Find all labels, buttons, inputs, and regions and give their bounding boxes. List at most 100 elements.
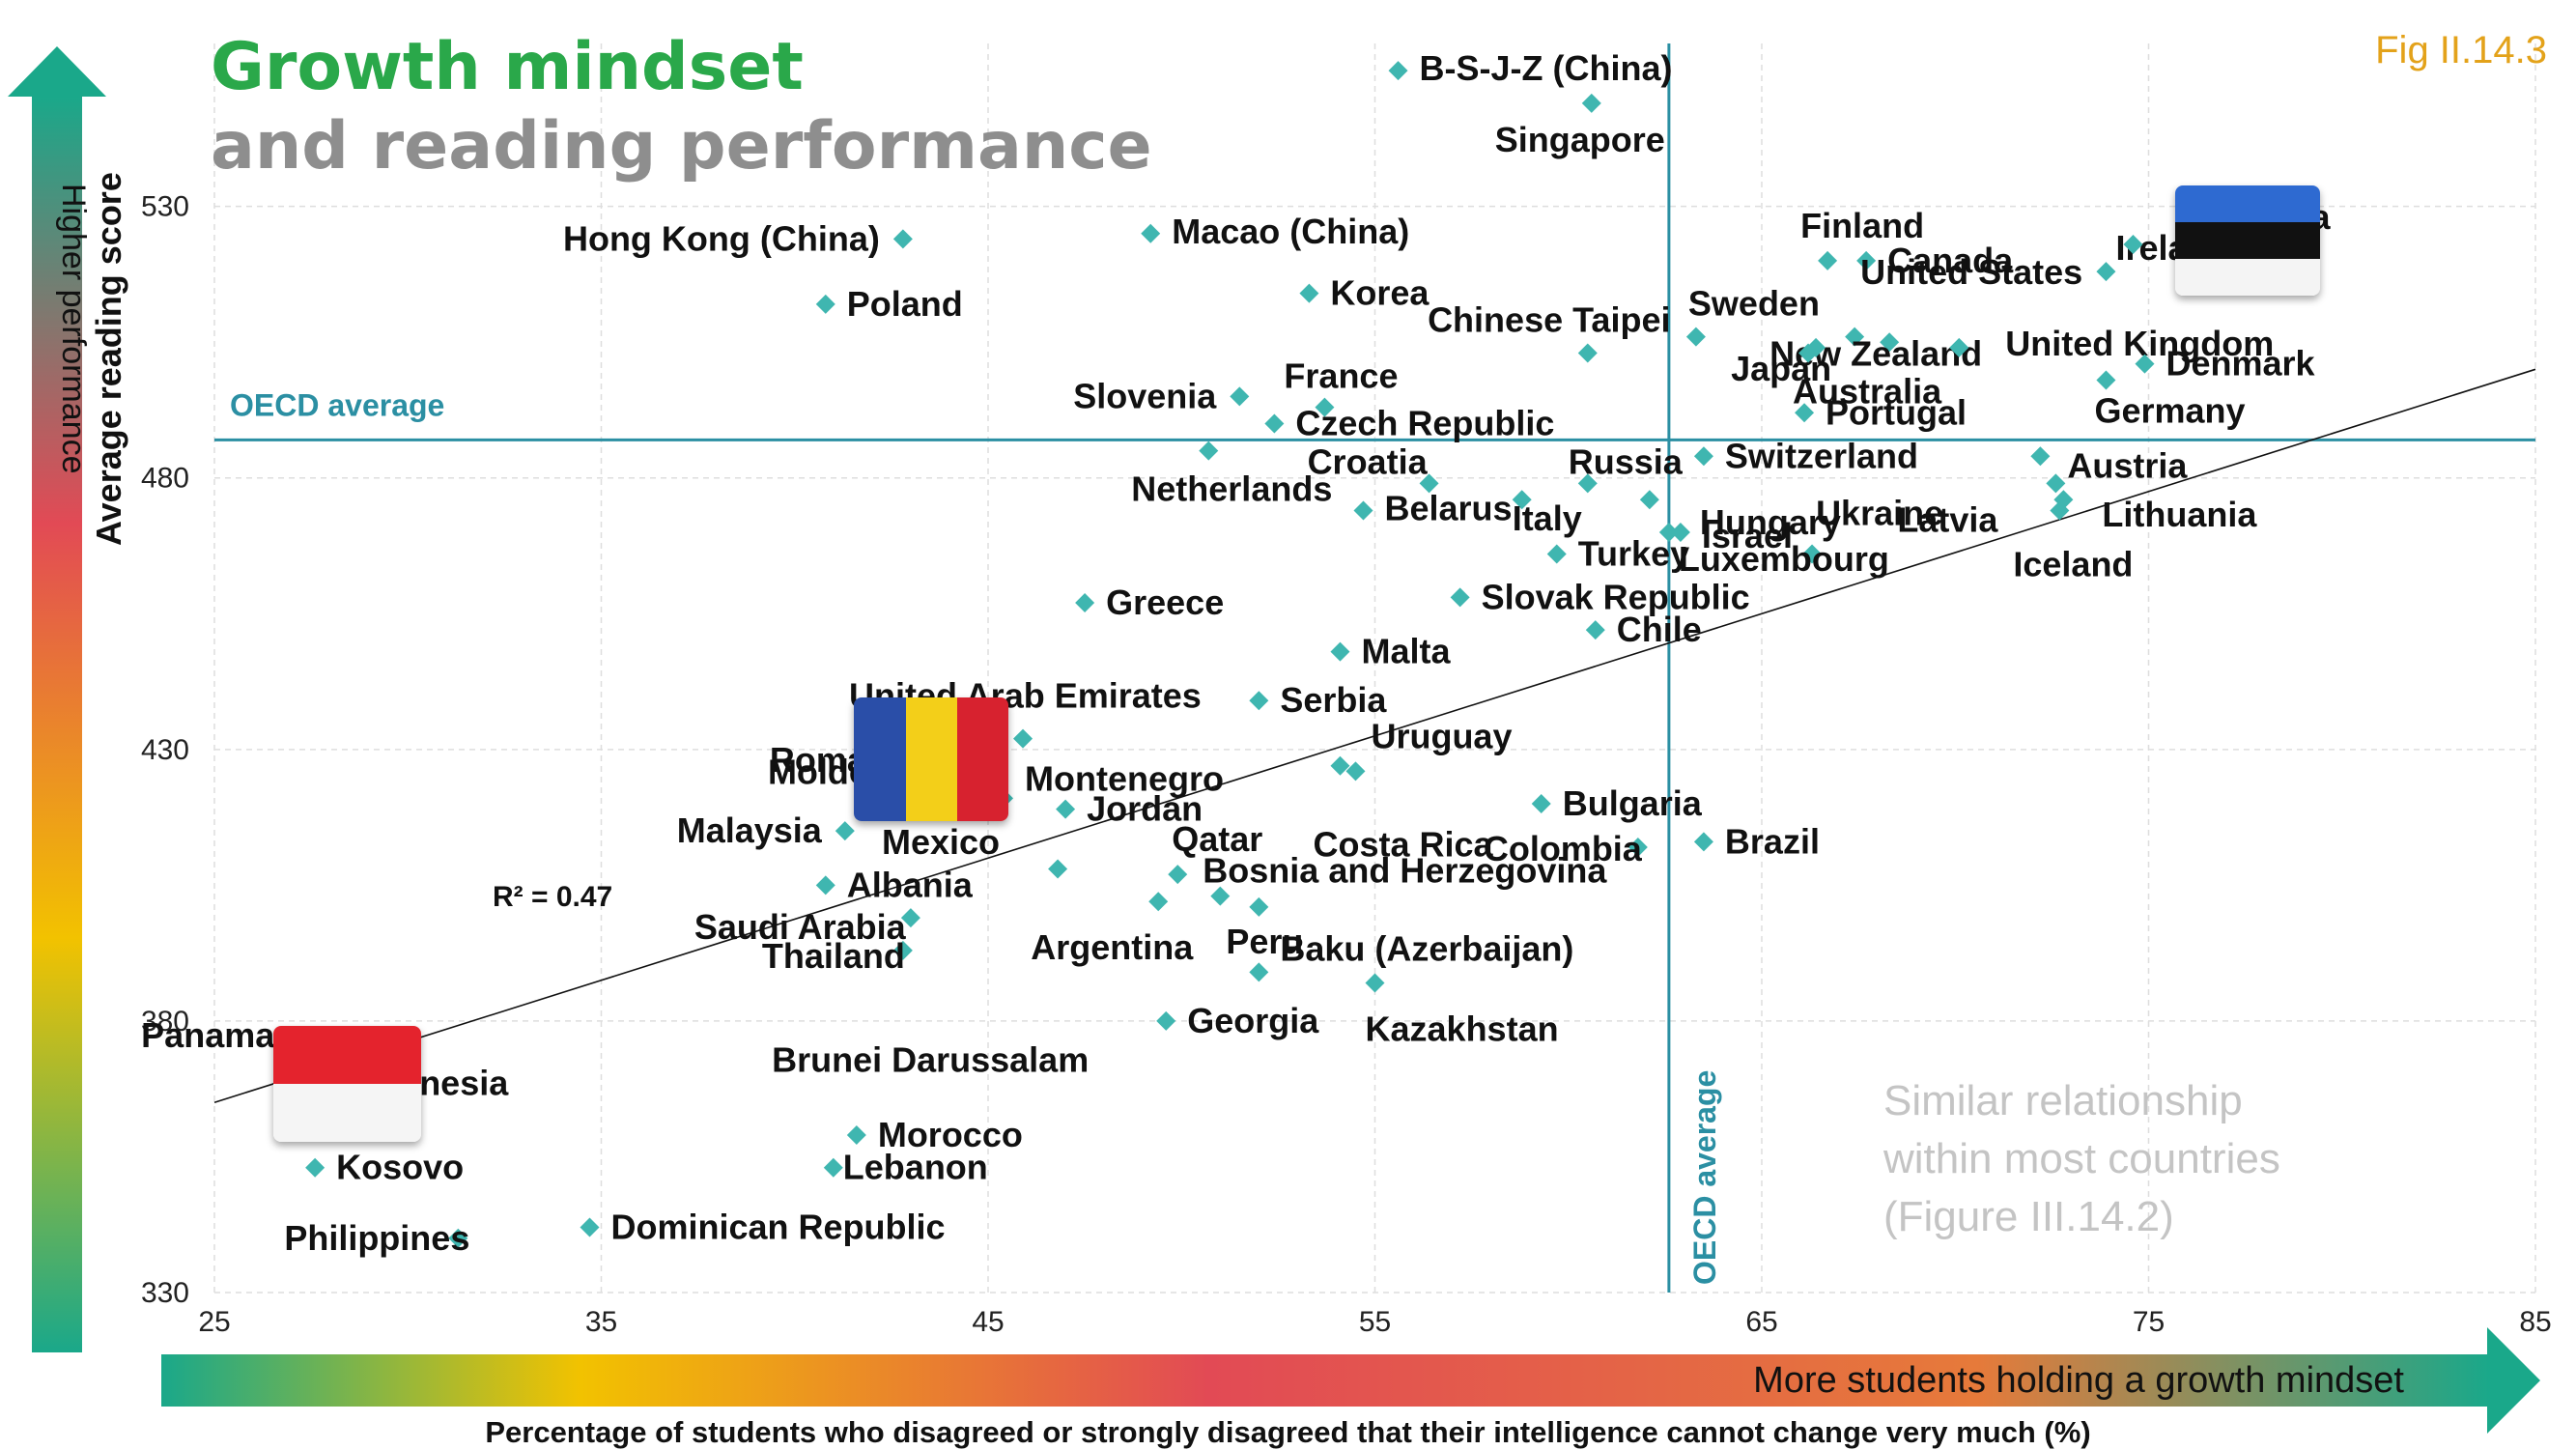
data-point: Philippines	[284, 1218, 469, 1258]
point-marker	[1798, 343, 1819, 363]
point-marker	[2050, 500, 2070, 521]
point-label: Malta	[1361, 632, 1451, 671]
point-label: France	[1284, 356, 1398, 396]
data-point: Macao (China)	[1141, 212, 1409, 251]
point-label: Lebanon	[843, 1148, 988, 1187]
point-label: Argentina	[1031, 927, 1194, 967]
data-point: Greece	[1075, 583, 1224, 622]
point-marker	[1585, 620, 1605, 640]
data-point: Morocco	[846, 1115, 1023, 1154]
point-marker	[1818, 250, 1838, 270]
point-label: Jordan	[1087, 789, 1203, 829]
point-marker	[1330, 641, 1350, 662]
point-marker	[305, 1157, 326, 1178]
point-marker	[815, 875, 835, 896]
data-point: Ukraine	[1802, 493, 1943, 564]
note-line: Similar relationship	[1883, 1077, 2243, 1124]
point-label: Singapore	[1495, 120, 1665, 159]
point-marker	[1210, 886, 1231, 906]
y-tick-label: 330	[141, 1277, 189, 1309]
point-label: Baku (Azerbaijan)	[1280, 928, 1573, 968]
data-point: Sweden	[1685, 284, 1820, 347]
point-marker	[1670, 522, 1690, 542]
point-label: United Kingdom	[2005, 324, 2274, 363]
data-point: Chile	[1585, 610, 1702, 649]
point-label: Kosovo	[336, 1148, 464, 1187]
x-tick-label: 65	[1745, 1306, 1777, 1338]
point-marker	[2096, 370, 2116, 390]
data-point: Russia	[1569, 441, 1684, 494]
point-marker	[1419, 473, 1439, 494]
point-label: Ukraine	[1816, 493, 1943, 532]
regression-line	[213, 368, 2536, 1104]
point-label: Panama	[141, 1015, 275, 1055]
point-marker	[1249, 896, 1269, 917]
bottom-arrow-label: More students holding a growth mindset	[1753, 1360, 2404, 1401]
point-marker	[2123, 235, 2143, 255]
point-label: Qatar	[1172, 819, 1262, 859]
point-label: Malaysia	[677, 810, 823, 850]
point-label: Bulgaria	[1563, 783, 1703, 823]
point-marker	[1330, 755, 1350, 776]
point-label: Croatia	[1308, 441, 1429, 481]
point-marker	[2030, 446, 2051, 467]
point-label: Canada	[1887, 241, 2014, 280]
data-point: Austria	[2030, 445, 2188, 485]
point-marker	[1949, 337, 1969, 357]
point-marker	[1264, 413, 1285, 434]
point-label: Mexico	[882, 822, 1000, 862]
point-marker	[1856, 250, 1877, 270]
point-label: Dominican Republic	[610, 1208, 945, 1247]
data-point: Turkey	[1546, 533, 1689, 573]
point-label: Czech Republic	[1295, 404, 1554, 443]
data-point: France	[1284, 356, 1398, 417]
y-tick-label: 380	[141, 1006, 189, 1038]
oecd-average-label: OECD average	[1687, 1070, 1722, 1285]
data-point: Dominican Republic	[580, 1208, 946, 1247]
point-marker	[1802, 544, 1823, 564]
point-marker	[1693, 832, 1713, 852]
data-point: Colombia	[1484, 829, 1648, 868]
point-label: Luxembourg	[1679, 539, 1889, 579]
point-marker	[1141, 223, 1161, 243]
data-point: Argentina	[1031, 892, 1194, 967]
data-point: United States	[1860, 252, 2082, 353]
data-point: Poland	[815, 284, 963, 324]
point-label: Saudi Arabia	[694, 907, 907, 947]
x-tick-label: 25	[198, 1306, 230, 1338]
data-point: Belarus	[1353, 488, 1513, 527]
point-label: Brazil	[1725, 821, 1820, 861]
point-label: Denmark	[2166, 344, 2315, 384]
point-label: Georgia	[1187, 1001, 1319, 1040]
data-point: Albania	[815, 865, 974, 904]
data-point: Bosnia and Herzegovina	[1203, 851, 1607, 906]
data-point: Kazakhstan	[1365, 973, 1559, 1049]
point-marker	[900, 908, 920, 928]
y-tick-label: 480	[141, 463, 189, 495]
point-marker	[1388, 61, 1408, 81]
point-label: Montenegro	[1025, 758, 1224, 798]
x-tick-label: 35	[585, 1306, 617, 1338]
data-point: Slovak Republic	[1450, 577, 1750, 616]
point-marker	[846, 1124, 866, 1145]
point-label: Hungary	[1700, 502, 1841, 542]
point-label: Greece	[1106, 583, 1224, 622]
point-label: Colombia	[1484, 829, 1643, 868]
point-label: B-S-J-Z (China)	[1420, 48, 1673, 88]
point-marker	[1577, 343, 1598, 363]
data-point: Croatia	[1308, 441, 1439, 494]
data-point: Saudi Arabia	[694, 907, 920, 947]
data-point: Brazil	[1693, 821, 1820, 861]
grid-lines	[213, 43, 2536, 1294]
point-marker	[1581, 93, 1601, 113]
data-point: Latvia	[1897, 473, 2066, 539]
point-marker	[1199, 441, 1219, 461]
point-label: Portugal	[1826, 392, 1967, 432]
point-marker	[1345, 761, 1366, 782]
axis-ticks: 25 35 45 55 65 75 85 330 380 430 480 530	[141, 191, 2552, 1338]
oecd-average-label: OECD average	[230, 387, 444, 422]
data-point: Singapore	[1495, 93, 1665, 159]
point-label: Kazakhstan	[1366, 1009, 1559, 1049]
point-label: Germany	[2094, 391, 2245, 431]
point-marker	[1628, 838, 1648, 858]
